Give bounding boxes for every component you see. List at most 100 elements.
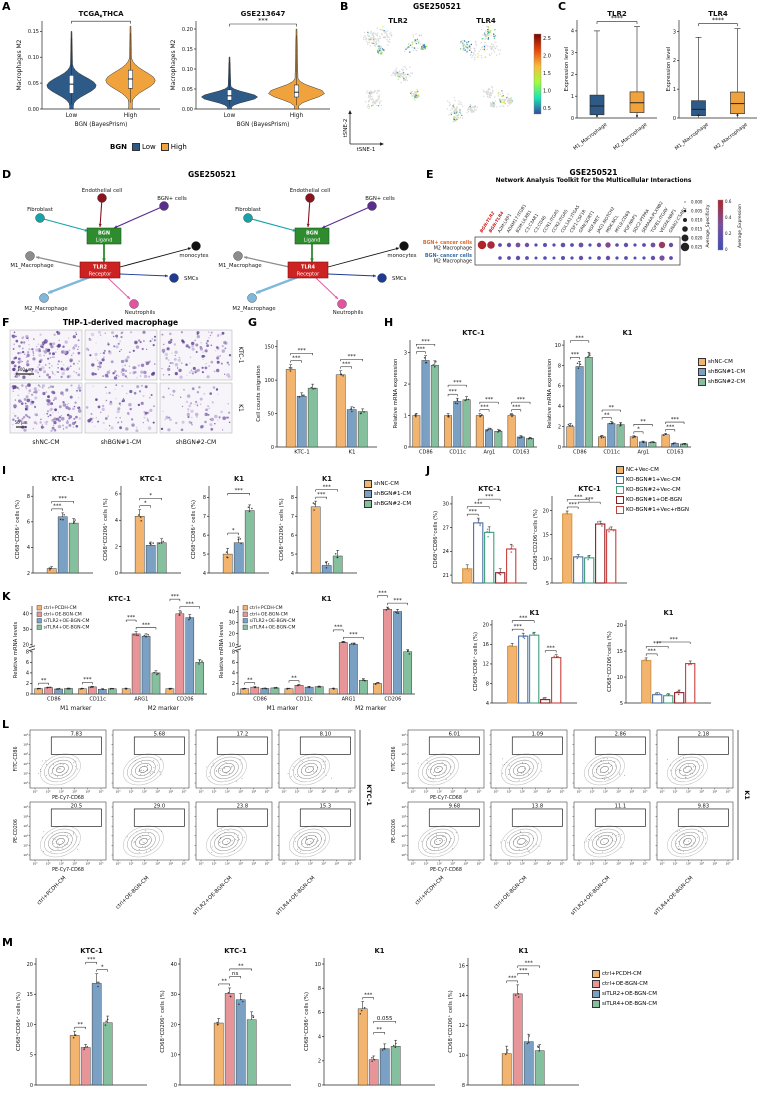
- tsne-point: [403, 50, 406, 53]
- cell-stain: [132, 349, 135, 352]
- flow-y-tick-label: 10⁵: [23, 733, 28, 737]
- tsne-point: [484, 90, 486, 93]
- cell-stain: [164, 418, 167, 421]
- tsne-point: [417, 91, 419, 93]
- tsne-point: [386, 36, 389, 38]
- flow-dot: [529, 769, 530, 771]
- cell-stain: [138, 390, 142, 393]
- cell-stain: [68, 349, 71, 352]
- data-point: [188, 618, 190, 621]
- data-point: [597, 521, 599, 523]
- cell-stain: [221, 345, 224, 348]
- flow-dot: [146, 851, 147, 853]
- flow-dot: [42, 836, 43, 838]
- flow-x-tick-label: 10⁰: [282, 790, 288, 794]
- legend-label: Low: [141, 143, 156, 151]
- tsne-point: [394, 69, 396, 71]
- data-point: [658, 692, 661, 694]
- data-point: [479, 415, 481, 418]
- data-point: [353, 406, 355, 409]
- data-point: [517, 993, 519, 995]
- flow-dot: [702, 832, 704, 834]
- contour: [210, 828, 243, 855]
- legend-label: ctrl+OE-BGN-CM: [250, 612, 288, 618]
- tsne-point: [495, 54, 498, 56]
- cell-stain: [199, 397, 203, 401]
- data-point: [62, 518, 64, 521]
- cell-stain: [72, 362, 75, 365]
- x-tick-label: M2_Macrophage: [612, 122, 648, 152]
- flow-x-tick-label: 10⁵: [265, 862, 270, 866]
- sh-legend-2: shNC-CM shBGN#1-CM shBGN#2-CM: [364, 480, 411, 508]
- tsne-point: [399, 76, 401, 78]
- flow-dot: [209, 772, 211, 774]
- tsne-point: [489, 31, 492, 33]
- bar: [349, 643, 358, 695]
- flow-dot: [597, 765, 599, 767]
- tsne-point: [376, 35, 378, 37]
- cell-stain: [174, 372, 178, 376]
- cell-stain: [142, 422, 144, 424]
- cell-stain: [196, 391, 200, 394]
- tsne-point: [415, 40, 418, 42]
- panel-D-title: GSE250521: [188, 170, 236, 179]
- data-point: [506, 1051, 508, 1053]
- legend-item: KO-BGN#2+Vec-CM: [616, 486, 689, 494]
- flow-dot: [614, 761, 616, 763]
- cell-stain: [69, 395, 73, 399]
- row-label: K1: [237, 404, 244, 412]
- tsne-point: [376, 91, 379, 93]
- y-tick-label: 3: [673, 29, 676, 35]
- panel-label-A: A: [2, 0, 11, 13]
- edge: [307, 197, 311, 228]
- flow-dot: [434, 847, 435, 849]
- contour: [135, 834, 152, 848]
- tsne-point: [366, 106, 368, 108]
- cell-stain: [51, 356, 54, 359]
- y-axis-label: Macrophages M2: [16, 39, 23, 90]
- flow-dot: [609, 766, 611, 767]
- receptor-name: TLR2: [93, 265, 107, 271]
- data-point: [162, 540, 164, 543]
- tsne-point: [487, 27, 490, 29]
- data-point: [499, 573, 502, 576]
- bar: [506, 548, 517, 584]
- panel-A: A 0.00 0.05 0.10 0.15 TCGA,THCA Macrophages M…: [0, 0, 338, 168]
- cell-stain: [48, 387, 50, 389]
- flow-dot: [300, 836, 302, 837]
- row-label: KTC-1: [237, 347, 244, 364]
- legend-label: KO-BGN#1+OE-BGN: [626, 497, 682, 503]
- tsne-point: [484, 34, 486, 36]
- line: [28, 648, 36, 652]
- tsne-point: [405, 77, 407, 79]
- data-point: [49, 569, 51, 571]
- legend-swatch: [616, 476, 624, 484]
- flow-y-axis-label: PE-CD206: [13, 819, 19, 843]
- cell-stain: [194, 403, 196, 405]
- flow-x-tick-label: 10¹: [673, 790, 678, 794]
- contour: [289, 753, 330, 786]
- flow-dot: [295, 774, 296, 776]
- flow-dot: [427, 837, 429, 839]
- flow-x-tick-label: 10⁵: [477, 790, 482, 794]
- cell-stain: [43, 370, 46, 374]
- flow-dot: [675, 770, 677, 771]
- flow-dot: [425, 849, 427, 851]
- data-point: [486, 530, 488, 533]
- flow-dot: [436, 832, 437, 834]
- data-point: [683, 443, 686, 446]
- flow-dot: [144, 765, 146, 767]
- cell-stain: [11, 334, 14, 338]
- data-point: [244, 687, 246, 690]
- tsne-point: [381, 33, 383, 35]
- cell-stain: [216, 368, 220, 373]
- tsne-point: [369, 35, 371, 38]
- contour: [584, 753, 625, 786]
- tsne-point: [507, 102, 510, 104]
- flow-dot: [433, 775, 435, 776]
- chart-title: K1: [234, 475, 244, 483]
- cell-stain: [115, 398, 117, 400]
- tsne-point: [399, 70, 401, 72]
- x-tick-label: CD86: [253, 697, 267, 703]
